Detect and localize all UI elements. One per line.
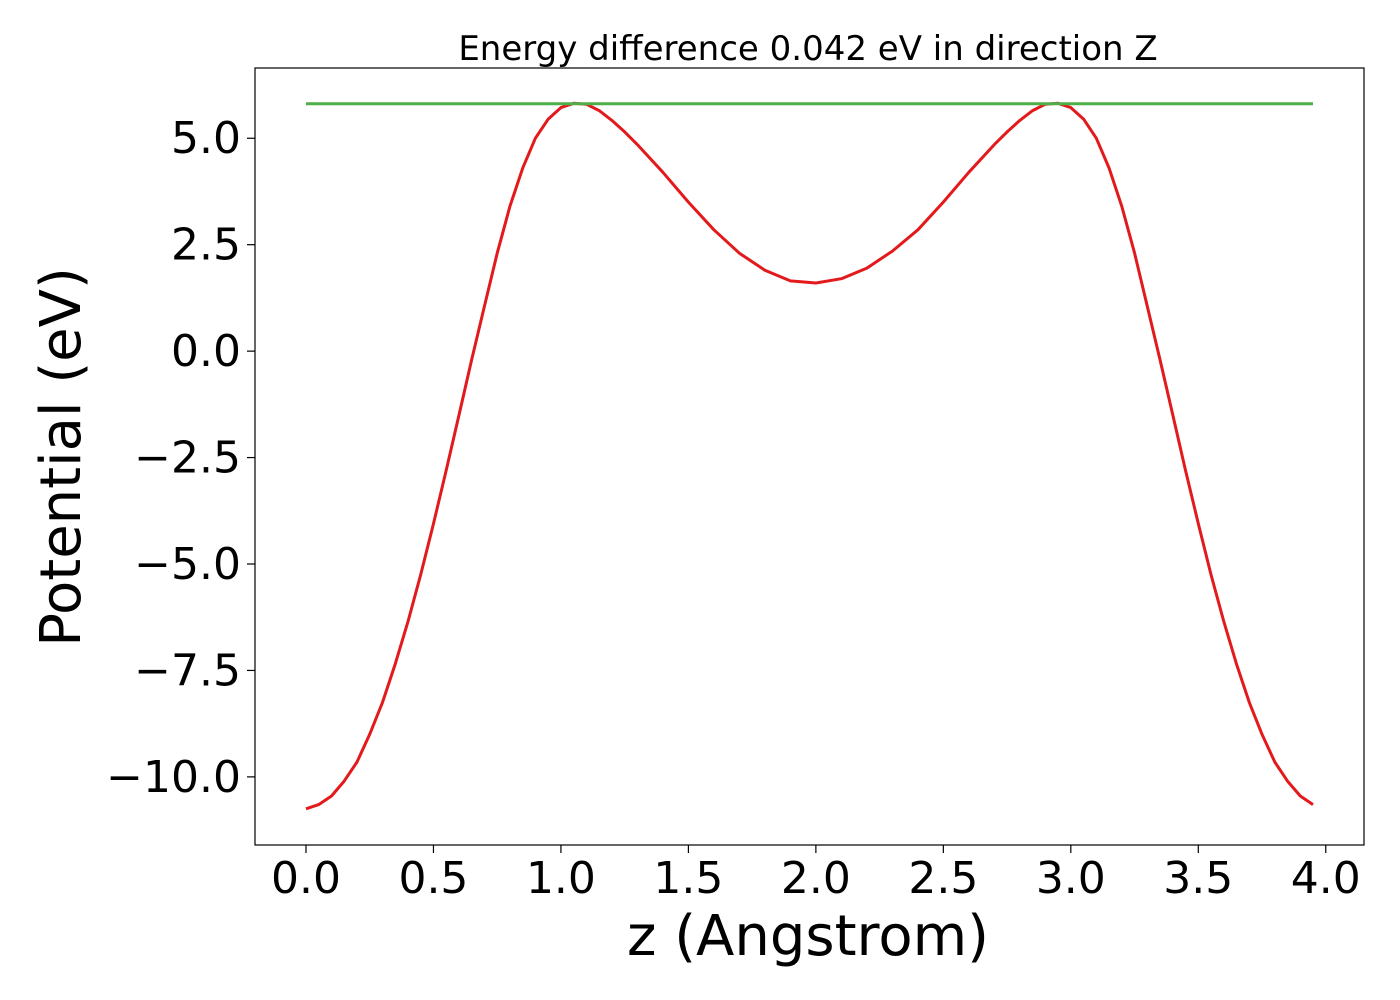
- x-tick-label: 3.0: [1036, 853, 1106, 904]
- x-tick-label: 0.0: [271, 853, 341, 904]
- series-line-0: [305, 101, 1314, 811]
- y-axis-label: Potential (eV): [29, 267, 94, 647]
- plot-area-frame: [254, 67, 1365, 846]
- chart-title: Energy difference 0.042 eV in direction …: [458, 29, 1157, 69]
- series-layer: [305, 101, 1314, 811]
- y-tick-label: −2.5: [134, 433, 241, 484]
- x-axis-ticks: 0.0 0.5 1.0 1.5 2.0 2.5 3.0 3.5 4.0: [271, 845, 1361, 904]
- x-tick-label: 0.5: [398, 853, 468, 904]
- x-tick-label: 3.5: [1163, 853, 1233, 904]
- y-tick-label: 0.0: [171, 326, 241, 377]
- x-tick-label: 2.5: [908, 853, 978, 904]
- y-tick-label: −7.5: [134, 645, 241, 696]
- x-axis-label: z (Angstrom): [627, 904, 989, 969]
- x-tick-label: 4.0: [1291, 853, 1361, 904]
- y-tick-label: 5.0: [171, 113, 241, 164]
- y-tick-label: −10.0: [106, 752, 241, 803]
- x-tick-label: 2.0: [781, 853, 851, 904]
- y-tick-label: 2.5: [171, 220, 241, 271]
- y-axis-ticks: 5.0 2.5 0.0 −2.5 −5.0 −7.5 −10.0: [106, 113, 255, 803]
- y-tick-label: −5.0: [134, 539, 241, 590]
- x-tick-label: 1.5: [653, 853, 723, 904]
- x-tick-label: 1.0: [526, 853, 596, 904]
